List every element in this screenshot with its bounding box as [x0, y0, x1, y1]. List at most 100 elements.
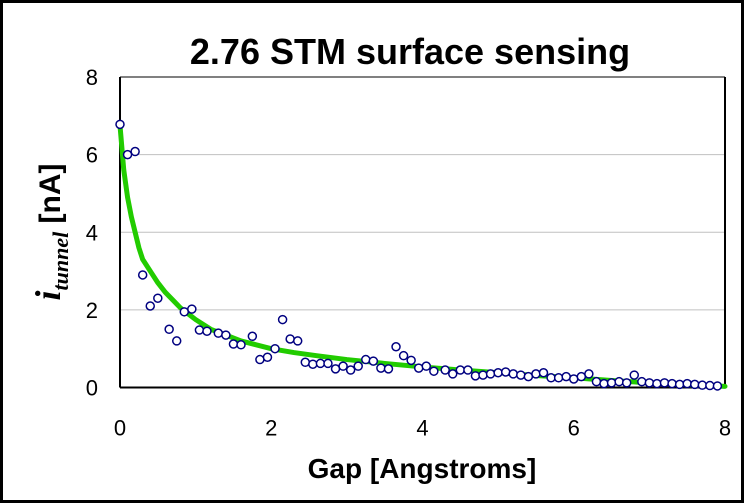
data-point: [285, 334, 295, 344]
y-axis-label: itunnel [nA]: [28, 163, 73, 300]
data-point: [508, 369, 518, 379]
y-tick-label: 0: [86, 376, 98, 401]
y-axis-label-symbol: i: [28, 291, 68, 301]
data-point: [398, 350, 409, 361]
gridlines: [120, 154, 725, 311]
data-point: [236, 340, 246, 350]
plot-area: 0 2 4 6 8 0 2 4 6 8: [86, 65, 731, 441]
data-point: [485, 369, 496, 379]
data-point: [179, 307, 190, 317]
data-point: [546, 373, 556, 383]
data-point: [705, 380, 715, 391]
data-point: [463, 365, 473, 375]
data-point: [187, 304, 197, 314]
data-point: [164, 324, 174, 335]
x-tick-label: 8: [719, 416, 731, 441]
data-point: [213, 328, 224, 338]
data-point: [561, 371, 571, 382]
data-point: [228, 339, 239, 349]
y-tick-label: 2: [86, 298, 98, 323]
data-point: [345, 365, 356, 375]
data-point: [153, 293, 163, 303]
data-point: [682, 378, 692, 389]
y-axis-label-subscript: tunnel: [48, 231, 73, 291]
data-point: [553, 373, 564, 383]
data-point: [538, 368, 549, 378]
data-point: [429, 366, 439, 376]
data-point: [531, 369, 541, 379]
y-tick-label: 4: [86, 220, 98, 245]
data-point: [255, 354, 265, 365]
data-point: [308, 359, 318, 369]
y-tick-label: 6: [86, 143, 98, 168]
data-point: [591, 376, 602, 387]
data-point: [621, 378, 632, 388]
data-point: [478, 370, 488, 380]
data-point: [584, 369, 594, 379]
data-point: [270, 343, 280, 354]
x-axis-label: Gap [Angstroms]: [308, 453, 537, 484]
data-point: [493, 368, 503, 378]
data-point: [606, 378, 617, 388]
data-point: [194, 325, 205, 335]
data-points: [115, 119, 723, 391]
x-tick-label: 2: [265, 416, 277, 441]
y-tick-label: 8: [86, 65, 98, 90]
data-point: [637, 376, 647, 387]
data-point: [330, 364, 341, 374]
data-point: [470, 371, 481, 381]
data-point: [368, 356, 379, 366]
data-point: [569, 374, 579, 384]
data-point: [391, 341, 401, 352]
data-point: [247, 331, 258, 342]
data-point: [644, 378, 655, 388]
data-point: [413, 363, 424, 373]
data-point: [202, 326, 212, 336]
data-point: [145, 301, 155, 311]
data-point: [448, 369, 458, 379]
data-point: [455, 365, 466, 375]
data-point: [659, 378, 670, 388]
data-point: [292, 336, 303, 346]
data-point: [652, 378, 662, 389]
data-point: [300, 357, 311, 368]
data-point: [277, 314, 288, 325]
data-point: [262, 352, 273, 362]
data-point: [221, 330, 231, 340]
y-tick-labels: 0 2 4 6 8: [86, 65, 98, 401]
data-point: [323, 358, 333, 369]
data-point: [115, 119, 125, 130]
data-point: [376, 363, 386, 373]
data-point: [137, 270, 148, 280]
x-tick-label: 4: [416, 416, 428, 441]
data-point: [500, 367, 511, 377]
data-point: [614, 376, 624, 387]
data-point: [130, 146, 140, 157]
data-point: [599, 378, 609, 389]
y-axis-label-unit: [nA]: [34, 163, 67, 231]
data-point: [440, 365, 450, 375]
data-point: [629, 370, 639, 380]
data-point: [122, 149, 133, 160]
chart-title: 2.76 STM surface sensing: [190, 31, 630, 72]
data-point: [576, 371, 587, 382]
data-point: [690, 379, 700, 390]
data-point: [406, 355, 416, 366]
data-point: [338, 361, 348, 371]
data-point: [421, 361, 432, 371]
data-point: [171, 336, 182, 346]
data-point: [361, 354, 371, 365]
data-point: [667, 378, 677, 389]
data-point: [674, 379, 685, 390]
data-point: [516, 370, 526, 380]
data-point: [712, 381, 723, 391]
data-point: [315, 358, 326, 369]
data-point: [383, 364, 394, 374]
x-tick-label: 0: [114, 416, 126, 441]
x-tick-label: 6: [568, 416, 580, 441]
data-point: [353, 361, 363, 371]
x-tick-labels: 0 2 4 6 8: [114, 416, 731, 441]
data-point: [523, 371, 534, 382]
